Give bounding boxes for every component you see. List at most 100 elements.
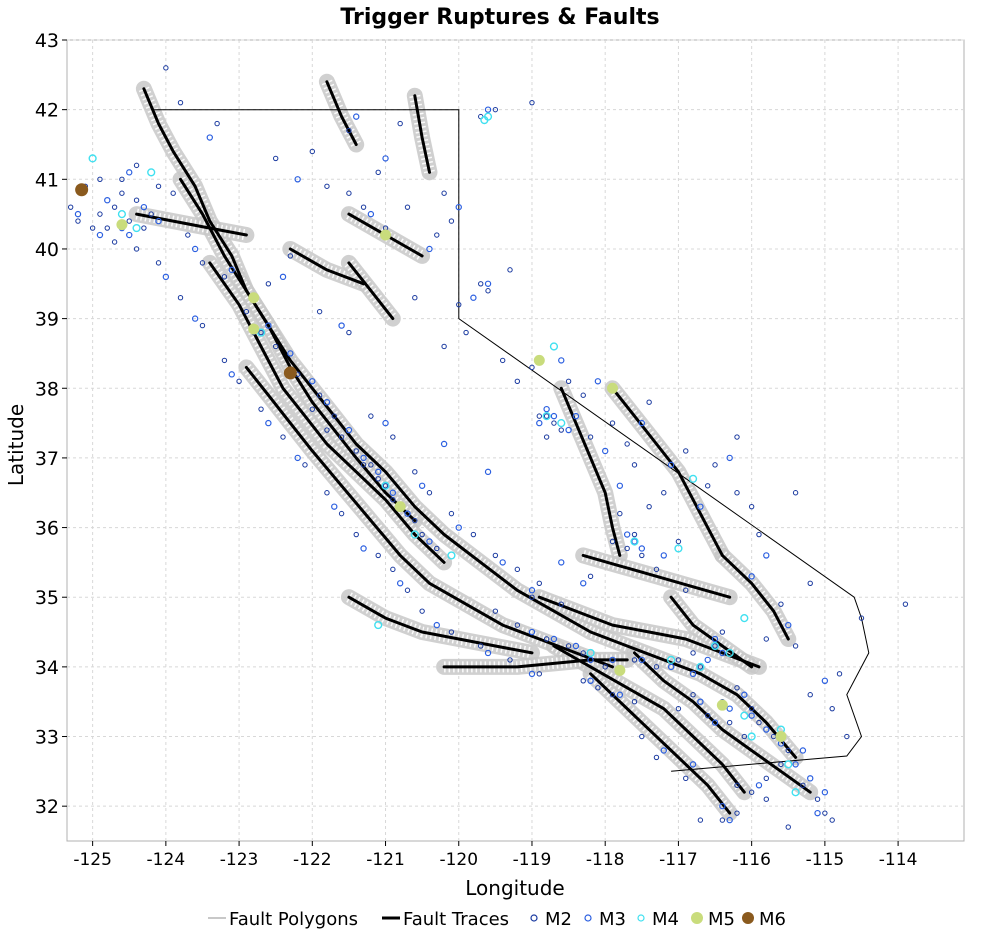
quake-m3 [763,726,770,733]
y-tick-label: 42 [35,100,59,122]
quake-m3 [719,802,726,810]
quake-m2 [536,671,542,677]
quake-m5 [716,699,728,711]
quake-m3 [572,642,580,650]
quake-m4 [549,342,559,351]
quake-m2 [712,462,718,468]
quake-m2 [346,127,352,134]
quake-m2 [543,636,550,642]
quake-m2 [133,197,140,203]
quake-m2 [551,420,557,426]
quake-m3 [660,747,667,754]
quake-m3 [821,677,829,685]
fault-trace [669,595,754,669]
quake-m2 [133,162,140,169]
quake-m2 [258,329,264,336]
quake-m3 [484,280,492,287]
legend-swatch [742,912,754,924]
quake-m2 [631,657,638,663]
quake-m3 [638,545,646,552]
quake-m5 [533,354,545,366]
quake-m2 [639,733,645,740]
quake-m2 [309,406,316,412]
quake-m2 [236,378,242,384]
quake-m3 [697,698,704,705]
quake-m3 [360,454,367,462]
quake-m2 [778,601,784,607]
y-tick-label: 40 [35,239,59,261]
y-tick-label: 36 [35,518,59,540]
quake-m2 [221,274,228,280]
quake-m2 [419,531,425,538]
quake-m2 [448,218,455,224]
quake-m2 [272,155,279,162]
quake-m2 [822,810,828,816]
legend-swatch [691,912,703,924]
x-tick-label: -122 [293,850,332,870]
quake-m2 [514,378,521,384]
quake-m2 [478,281,484,287]
quake-m2 [543,413,550,419]
state-boundary-line [151,109,870,772]
fault-traces [135,80,812,815]
quake-m3 [265,419,272,427]
quake-m4 [710,641,720,651]
quake-m3 [528,587,536,594]
quake-m3 [396,580,404,587]
quake-m2 [492,552,499,559]
fault-trace [347,595,534,655]
quake-m3 [550,412,558,420]
y-tick-label: 35 [35,587,59,609]
quake-m2 [485,288,491,294]
quake-m2 [565,643,572,649]
quake-m4 [674,544,683,553]
quake-m2 [412,469,418,475]
x-tick-label: -116 [732,850,771,870]
quake-m2 [470,531,477,538]
quake-m2 [529,99,535,106]
quake-m3 [821,789,829,796]
x-tick-label: -114 [879,850,918,870]
quake-m2 [426,490,433,496]
quake-m3 [104,196,111,204]
quake-points [67,65,909,830]
quake-m2 [316,392,323,398]
fault-trace [142,87,798,759]
quake-m2 [338,434,345,440]
quake-m2 [807,580,813,586]
quake-m3 [140,203,148,211]
quake-m3 [697,503,704,510]
quake-m3 [689,670,697,678]
quake-m2 [272,343,279,350]
y-tick-label: 32 [35,796,59,818]
quake-m3 [440,440,448,448]
quake-m2 [434,232,440,238]
quake-m3 [418,482,426,489]
quake-m2 [705,483,711,489]
quake-m2 [902,601,909,607]
quake-m2 [712,643,718,649]
quake-m2 [499,357,506,364]
quake-m3 [484,649,492,657]
quake-m2 [155,183,162,189]
quake-m2 [748,789,755,795]
quake-m2 [763,796,769,802]
y-tick-label: 33 [35,727,59,749]
quake-m2 [624,441,630,447]
quake-m2 [375,169,381,176]
quake-m2 [507,267,513,273]
quake-m2 [631,462,638,468]
quake-m3 [426,245,433,253]
state-boundary [151,109,870,772]
quake-m2 [412,517,418,524]
quake-m3 [228,371,235,378]
quake-m2 [683,775,689,782]
quake-m2 [280,434,286,440]
x-tick-label: -124 [147,850,186,870]
quake-m2 [646,503,652,510]
quake-m2 [763,636,769,642]
chart-title: Trigger Ruptures & Faults [340,5,659,30]
x-tick-label: -120 [439,850,478,870]
y-axis-label: Latitude [4,404,28,486]
